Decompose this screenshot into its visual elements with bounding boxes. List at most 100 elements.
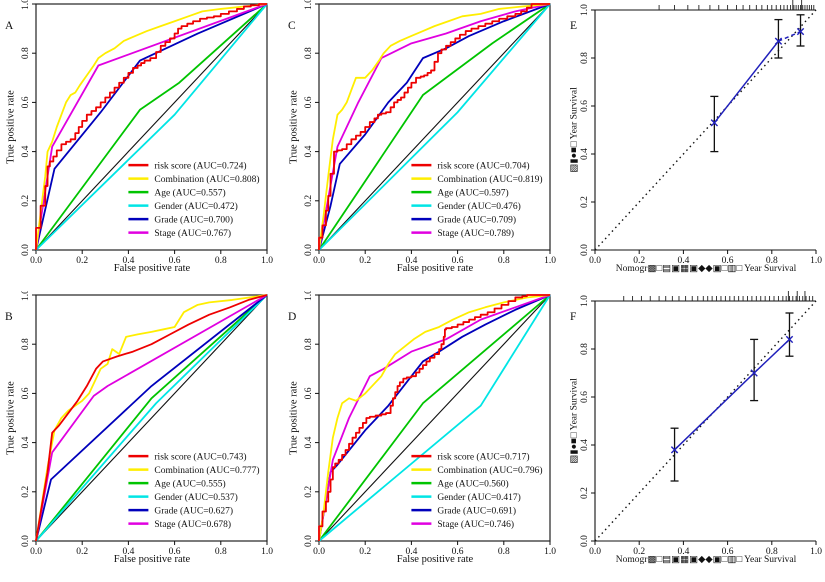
x-tick-label: 0.4 xyxy=(122,256,134,266)
panel-letter-e: E xyxy=(570,20,578,32)
y-tick-label: 0.2 xyxy=(21,195,31,207)
roc-curve-combination xyxy=(35,3,268,251)
legend-label-grade: Grade (AUC=0.691) xyxy=(437,505,516,516)
y-tick-label: 1.0 xyxy=(21,291,31,301)
y-tick-label: 0.0 xyxy=(304,535,314,547)
panel-f-calibration-plot: F ▧▮●■□ Year Survival 0.0 0.0 0.2 0.2 0.4 0.4… xyxy=(565,291,825,582)
legend-label-stage: Stage (AUC=0.678) xyxy=(154,519,231,530)
y-tick-label: 0.8 xyxy=(21,338,31,350)
legend-label-risk-score: risk score (AUC=0.724) xyxy=(154,160,246,171)
y-tick-label: 0.4 xyxy=(21,145,31,157)
roc-curve-age xyxy=(35,294,268,542)
x-tick-label: 0.6 xyxy=(169,547,181,557)
calibration-point-marker xyxy=(774,37,783,45)
legend-label-gender: Gender (AUC=0.417) xyxy=(437,492,520,503)
x-tick-label: 0.8 xyxy=(498,256,510,266)
calibration-line-segment xyxy=(753,338,790,374)
roc-curve-grade xyxy=(35,3,268,251)
legend-label-gender: Gender (AUC=0.476) xyxy=(437,201,520,212)
roc-curve-stage xyxy=(318,294,551,542)
y-tick-label: 1.0 xyxy=(580,295,590,307)
y-tick-label: 0.2 xyxy=(580,196,590,208)
y-tick-label: 0.0 xyxy=(580,535,590,547)
legend-label-stage: Stage (AUC=0.767) xyxy=(154,228,231,239)
calibration-point-marker xyxy=(796,27,805,36)
legend-label-stage: Stage (AUC=0.746) xyxy=(437,519,514,530)
y-tick-label: 0.6 xyxy=(304,387,314,399)
calibration-point-marker xyxy=(785,335,794,344)
calibration-point-marker xyxy=(670,446,679,454)
y-tick-label: 0.4 xyxy=(304,436,314,448)
plot-box xyxy=(35,3,268,251)
legend-label-grade: Grade (AUC=0.627) xyxy=(154,505,233,516)
y-tick-label: 0.6 xyxy=(304,96,314,108)
legend-label-age: Age (AUC=0.557) xyxy=(154,187,225,198)
x-tick-label: 0.2 xyxy=(359,256,371,266)
y-tick-label: 0.4 xyxy=(304,145,314,157)
panel-f-chart: 0.00.0 0.2 0.2 0.4 0.4 0.6 0.6 0.8 0.8 1.0 1.0 xyxy=(580,291,822,557)
y-tick-label: 0.8 xyxy=(580,52,590,64)
roc-curve-grade xyxy=(318,3,551,251)
panel-d-x-axis-label: False positive rate xyxy=(396,554,474,565)
roc-curve-gender xyxy=(318,3,551,251)
x-tick-label: 0.2 xyxy=(76,547,88,557)
x-tick-label: 0.8 xyxy=(766,256,778,266)
legend-label-age: Age (AUC=0.597) xyxy=(437,187,508,198)
calibration-point-marker xyxy=(750,369,758,377)
panel-f-x-axis-label: Nomogr▩□▤▣▦▣◆◆▣□▥□ Year Survival xyxy=(615,555,797,565)
x-tick-label: 0.2 xyxy=(359,547,371,557)
panel-d-chart: 0.00.0 0.2 0.2 0.4 0.4 0.6 0.6 0.8 0.8 1.0 1.0 risk… xyxy=(304,291,556,557)
x-tick-label: 1.0 xyxy=(810,547,822,557)
x-tick-label: 0.4 xyxy=(405,256,417,266)
panel-a-chart: 0.00.0 0.2 0.2 0.4 0.4 0.6 0.6 0.8 0.8 1.0 1.0 risk… xyxy=(21,0,273,266)
roc-curve-grade xyxy=(318,294,551,542)
x-tick-label: 0.2 xyxy=(76,256,88,266)
reference-diagonal xyxy=(35,3,268,251)
reference-diagonal xyxy=(35,294,268,542)
legend-label-grade: Grade (AUC=0.709) xyxy=(437,214,516,225)
roc-curve-age xyxy=(318,3,551,251)
y-tick-label: 0.6 xyxy=(580,391,590,403)
legend-label-combination: Combination (AUC=0.819) xyxy=(437,174,542,185)
plot-box xyxy=(35,294,268,542)
panel-b-roc-training-1yr: B True positive rate 0.0 0.0 0.2 0.2 0.4 0.4 0… xyxy=(0,291,283,582)
panel-c-x-axis-label: False positive rate xyxy=(396,263,474,274)
y-tick-label: 0.2 xyxy=(304,486,314,498)
x-tick-label: 0.6 xyxy=(452,547,464,557)
y-tick-label: 0.4 xyxy=(21,436,31,448)
legend-label-risk-score: risk score (AUC=0.704) xyxy=(437,160,529,171)
y-tick-label: 0.8 xyxy=(304,338,314,350)
roc-curve-gender xyxy=(35,3,268,251)
calibration-point-marker xyxy=(710,119,719,127)
legend-label-age: Age (AUC=0.555) xyxy=(154,478,225,489)
x-tick-label: 0.4 xyxy=(677,256,689,266)
panel-e-calibration-plot: E ▧▮●■□ Year Survival 0.0 0.0 0.2 0.2 0.4 0.4… xyxy=(565,0,825,291)
x-tick-label: 0.0 xyxy=(313,547,325,557)
plot-box xyxy=(318,294,551,542)
ideal-reference-line xyxy=(594,9,817,251)
x-tick-label: 1.0 xyxy=(544,256,556,266)
panel-letter-b: B xyxy=(5,311,13,323)
plot-box xyxy=(318,3,551,251)
reference-diagonal xyxy=(318,294,551,542)
x-tick-label: 0.2 xyxy=(633,256,645,266)
roc-curve-stage xyxy=(318,3,551,251)
roc-curve-risk-score xyxy=(318,3,550,250)
panel-d-roc-validation-1yr: D True positive rate 0.0 0.0 0.2 0.2 0.4 0.4 0… xyxy=(283,291,565,582)
y-tick-label: 0.0 xyxy=(304,244,314,256)
x-tick-label: 0.6 xyxy=(452,256,464,266)
x-tick-label: 1.0 xyxy=(810,256,822,266)
calibration-line-segment xyxy=(674,372,755,451)
panel-letter-f: F xyxy=(570,311,577,323)
x-tick-label: 0.4 xyxy=(677,547,689,557)
panel-letter-a: A xyxy=(5,20,14,32)
y-tick-label: 1.0 xyxy=(580,4,590,16)
x-tick-label: 0.8 xyxy=(498,547,510,557)
panel-e-chart: 0.00.0 0.2 0.2 0.4 0.4 0.6 0.6 0.8 0.8 1.0 1.0 xyxy=(580,0,822,266)
roc-curve-combination xyxy=(35,294,268,542)
legend-label-grade: Grade (AUC=0.700) xyxy=(154,214,233,225)
y-tick-label: 0.4 xyxy=(580,439,590,451)
x-tick-label: 0.0 xyxy=(30,547,42,557)
roc-curve-gender xyxy=(318,294,551,542)
